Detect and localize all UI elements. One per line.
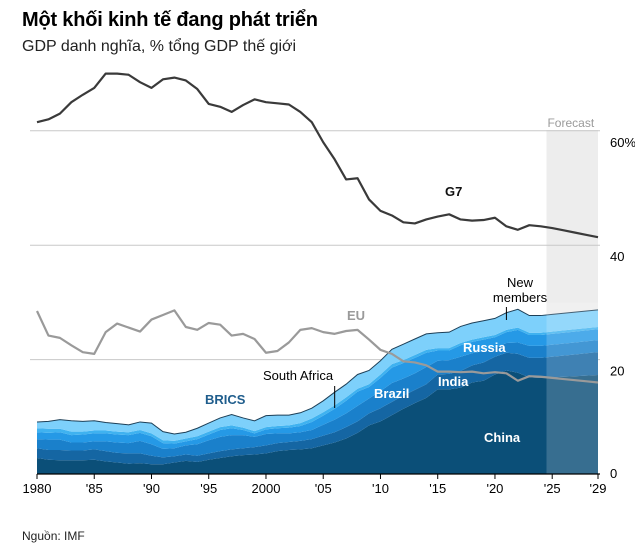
y-tick-label: 40 <box>610 249 624 264</box>
x-tick-label: '05 <box>315 481 332 496</box>
series-area-new-members <box>37 309 598 441</box>
series-area-china <box>37 370 598 474</box>
label-eu: EU <box>347 308 365 323</box>
label-russia: Russia <box>463 340 506 355</box>
forecast-overlay <box>546 302 598 474</box>
chart-subtitle: GDP danh nghĩa, % tổng GDP thế giới <box>22 38 297 55</box>
x-tick-label: '85 <box>86 481 103 496</box>
x-tick-label: '20 <box>486 481 503 496</box>
label-brazil: Brazil <box>374 386 409 401</box>
label-india: India <box>438 374 469 389</box>
series-line-g7 <box>36 72 599 239</box>
x-tick-label: '25 <box>544 481 561 496</box>
brics-total-outline <box>36 308 599 435</box>
x-tick-label: '90 <box>143 481 160 496</box>
label-g7: G7 <box>445 184 462 199</box>
series-area-india <box>37 352 598 465</box>
y-tick-label: 20 <box>610 364 624 379</box>
label-new-members: New members <box>493 275 548 305</box>
series-area-south-africa <box>37 327 598 444</box>
series-area-russia <box>37 329 598 449</box>
series-area-brazil <box>37 340 598 458</box>
x-tick-label: 2000 <box>252 481 281 496</box>
x-tick-label: '15 <box>429 481 446 496</box>
x-tick-label: '95 <box>200 481 217 496</box>
x-tick-label: 1980 <box>23 481 52 496</box>
label-new-members-line: members <box>493 290 548 305</box>
label-china: China <box>484 430 521 445</box>
forecast-label: Forecast <box>547 116 594 130</box>
y-tick-label: 0 <box>610 466 617 481</box>
x-tick-label: '29 <box>590 481 607 496</box>
label-new-members-line: New <box>507 275 534 290</box>
y-tick-label: 60% <box>610 135 635 150</box>
label-brics: BRICS <box>205 392 246 407</box>
x-tick-label: '10 <box>372 481 389 496</box>
source-note: Nguồn: IMF <box>22 529 85 543</box>
chart-title: Một khối kinh tế đang phát triển <box>22 9 318 31</box>
series-line-eu <box>36 309 599 384</box>
label-south-africa: South Africa <box>263 368 334 383</box>
